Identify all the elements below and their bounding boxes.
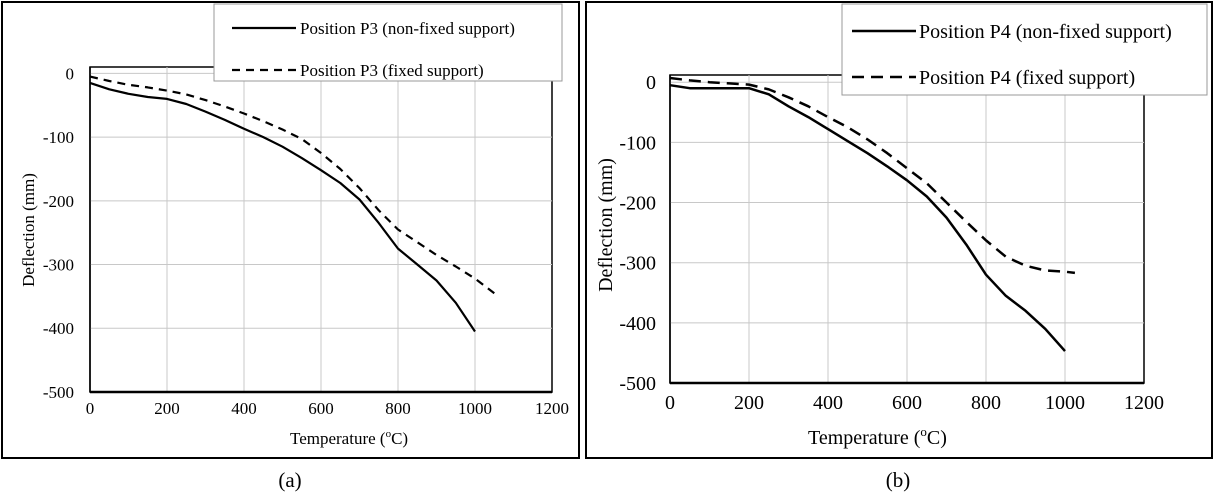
panel-b-series-non-fixed-support-line (669, 83, 1066, 352)
panel-b-y-tick-label: -500 (619, 373, 656, 395)
panel-b-x-tick-label: 1000 (1045, 392, 1085, 414)
panel-a-x-tick-label: 200 (154, 399, 180, 418)
panel-b: 0 200 400 600 800 1000 1200 0 -100 -200 -300 -400 -5… (595, 3, 1208, 492)
panel-b-tick-labels: 0 200 400 600 800 1000 1200 0 -100 -200 -300 -400 -5… (619, 72, 1164, 414)
panel-b-legend-label-1: Position P4 (non-fixed support) (919, 21, 1172, 43)
panel-a-y-tick-label: -400 (43, 319, 74, 338)
panel-a-legend-label-2: Position P3 (fixed support) (300, 61, 484, 80)
panel-a-x-tick-label: 0 (86, 399, 95, 418)
panel-a-series-non-fixed-support-line (89, 81, 476, 333)
panel-b-x-tick-label: 0 (665, 392, 675, 414)
panel-a-x-tick-label: 600 (308, 399, 334, 418)
panel-b-x-axis-label: Temperature (oC) (808, 424, 947, 449)
panel-b-x-tick-label: 400 (813, 392, 843, 414)
panel-b-y-axis-label: Deflection (mm) (595, 158, 617, 292)
panel-b-x-tick-label: 600 (892, 392, 922, 414)
panel-a-frame (1, 1, 580, 459)
panel-b-series-fixed-support-line (669, 76, 1076, 275)
panel-b-legend (841, 3, 1208, 96)
panel-a-y-tick-label: -300 (43, 255, 74, 274)
panel-a-x-tick-label: 1000 (458, 399, 492, 418)
panel-b-caption: (b) (886, 468, 911, 492)
panel-a-tick-labels: 0 200 400 600 800 1000 1200 0 -100 -200 -300 -400 -5… (43, 64, 569, 418)
panel-a-y-tick-label: -200 (43, 192, 74, 211)
panel-a-y-tick-label: 0 (66, 64, 75, 83)
panel-b-x-tick-label: 200 (734, 392, 764, 414)
panel-b-y-tick-label: -200 (619, 193, 656, 215)
panel-a-series-fixed-support-line (89, 75, 495, 295)
panel-b-series (669, 76, 1076, 352)
panel-b-x-tick-label: 800 (971, 392, 1001, 414)
panel-b-y-tick-label: -400 (619, 313, 656, 335)
panel-a-x-tick-label: 400 (231, 399, 257, 418)
panel-a-legend (213, 3, 563, 82)
panel-a-grid (89, 67, 552, 394)
panel-b-legend-label-2: Position P4 (fixed support) (919, 67, 1135, 89)
panel-a-y-axis-label: Deflection (mm) (19, 173, 38, 287)
panel-a-x-tick-label: 1200 (535, 399, 569, 418)
panel-a-caption: (a) (278, 468, 301, 492)
panel-b-y-tick-label: 0 (646, 72, 656, 94)
panel-a-x-axis-label: Temperature (oC) (290, 428, 408, 448)
panel-a-y-tick-label: -500 (43, 383, 74, 402)
panel-b-frame (585, 1, 1213, 459)
panel-a-legend-label-1: Position P3 (non-fixed support) (300, 19, 515, 38)
panel-b-y-tick-label: -100 (619, 132, 656, 154)
panel-b-grid (669, 75, 1144, 385)
panel-a-x-tick-label: 800 (385, 399, 411, 418)
panel-a-y-tick-label: -100 (43, 128, 74, 147)
panel-b-y-tick-label: -300 (619, 253, 656, 275)
panel-a: 0 200 400 600 800 1000 1200 0 -100 -200 -300 -400 -5… (19, 3, 569, 492)
panel-b-x-tick-label: 1200 (1124, 392, 1164, 414)
panel-a-series (89, 75, 495, 333)
